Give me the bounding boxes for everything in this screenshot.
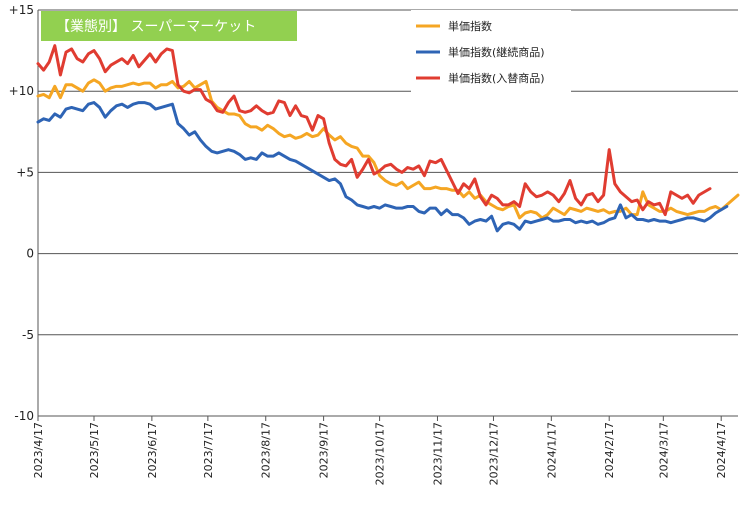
gridlines [37, 9, 738, 421]
series-lines [36, 44, 740, 233]
series-line-3 [36, 44, 712, 217]
x-tick-label: 2023/8/17 [260, 422, 273, 478]
x-tick-label: 2023/4/17 [32, 422, 45, 478]
y-tick-label: -10 [14, 409, 34, 423]
x-tick-label: 2023/12/17 [487, 422, 500, 485]
x-tick-label: 2024/4/17 [715, 422, 728, 478]
y-tick-label: +10 [9, 84, 34, 98]
y-tick-labels: +15 +10 +5 0 -5 -10 [9, 3, 34, 423]
x-tick-label: 2023/11/17 [431, 422, 444, 485]
legend-label-2: 単価指数(継続商品) [448, 45, 545, 59]
x-tick-label: 2023/6/17 [146, 422, 159, 478]
y-tick-label: +15 [9, 3, 34, 17]
y-tick-label: +5 [16, 165, 34, 179]
x-tick-label: 2024/1/17 [545, 422, 558, 478]
y-tick-label: -5 [22, 328, 34, 342]
x-tick-label: 2023/7/17 [202, 422, 215, 478]
x-tick-labels: 2023/4/17 2023/5/17 2023/6/17 2023/7/17 2023… [32, 422, 728, 485]
chart-title-text: 【業態別】 スーパーマーケット [56, 19, 256, 35]
y-tick-label: 0 [26, 247, 34, 261]
legend-label-1: 単価指数 [448, 19, 492, 33]
x-tick-label: 2023/9/17 [318, 422, 331, 478]
chart-title: 【業態別】 スーパーマーケット [41, 11, 297, 41]
series-line-2 [36, 101, 729, 233]
x-tick-label: 2023/10/17 [374, 422, 387, 485]
legend-label-3: 単価指数(入替商品) [448, 71, 545, 85]
series-line-1 [36, 78, 740, 220]
legend: 単価指数 単価指数(継続商品) 単価指数(入替商品) [411, 10, 571, 92]
x-tick-label: 2024/3/17 [657, 422, 670, 478]
chart-title-box [41, 11, 297, 41]
x-tick-label: 2024/2/17 [603, 422, 616, 478]
x-tick-label: 2023/5/17 [88, 422, 101, 478]
